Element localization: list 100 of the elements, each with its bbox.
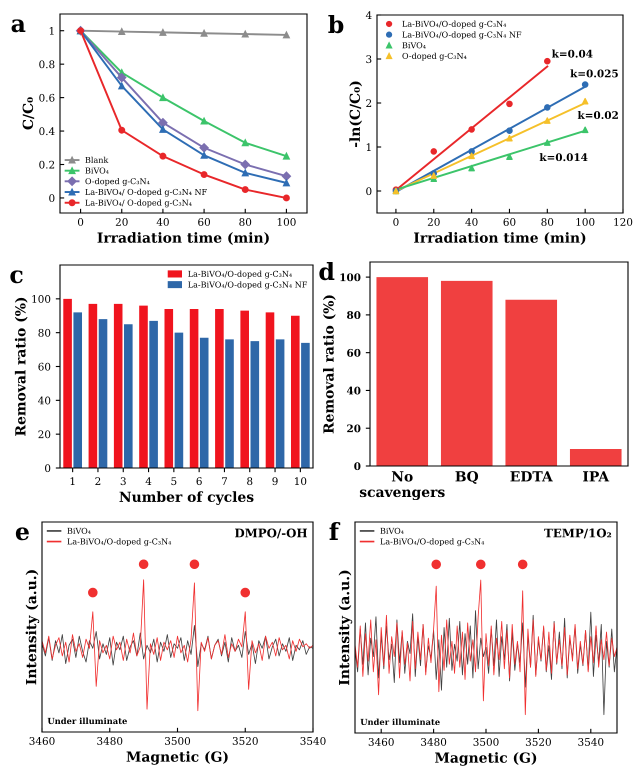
- x-tick-label: IPA: [583, 471, 610, 482]
- y-tick-label: 0.2: [39, 160, 54, 169]
- x-tick-label: 100: [576, 218, 594, 226]
- x-tick-label: 20: [428, 218, 440, 226]
- chart-title: e: [16, 527, 29, 540]
- x-tick-label: 3540: [578, 738, 604, 746]
- y-axis-title: Intensity (a.u.): [338, 570, 352, 685]
- legend-label: La-BiVO₄/O-doped g-C₃N₄ NF: [402, 31, 522, 40]
- x-tick-label: 3540: [300, 737, 326, 745]
- x-tick-label: 20: [116, 218, 128, 226]
- x-tick-label: BQ: [455, 471, 478, 484]
- x-tick-label: 40: [465, 218, 478, 226]
- x-tick-label: 3500: [165, 737, 190, 745]
- legend-label: La-BiVO₄/ O-doped g-C₃N₄ NF: [85, 188, 207, 197]
- x-tick-label: 120: [614, 218, 632, 226]
- annotation: Under illuminate: [48, 718, 127, 724]
- text: ●: [431, 560, 441, 570]
- y-tick-label: 4: [366, 11, 372, 19]
- annotation: k=0.04: [552, 50, 593, 58]
- y-tick-label: 40: [38, 396, 50, 404]
- x-tick-label: EDTA: [510, 471, 553, 482]
- chart-title: f: [330, 522, 340, 540]
- x-tick-label: 3520: [232, 737, 258, 745]
- legend-label: La-BiVO₄/O-doped g-C₃N₄: [402, 20, 506, 29]
- y-tick-label: 1: [366, 143, 371, 151]
- x-tick-label: 3500: [474, 738, 499, 746]
- annotation: ●: [240, 588, 250, 598]
- x-tick-label: 100: [278, 218, 296, 226]
- y-tick-label: 20: [38, 430, 50, 438]
- legend-label: La-BiVO₄/O-doped g-C₃N₄: [188, 270, 292, 279]
- x-tick-label: 5: [171, 477, 176, 486]
- chart-title: c: [10, 270, 23, 284]
- y-tick-label: 80: [38, 328, 50, 337]
- y-axis-title: Removal ratio (%): [14, 298, 28, 436]
- y-axis-title: -ln(C/C₀): [349, 82, 362, 148]
- legend-label: O-doped g-C₃N₄: [85, 178, 150, 186]
- y-tick-label: 0.4: [39, 127, 55, 136]
- x-axis-title: Number of cycles: [120, 491, 254, 505]
- text: ●: [476, 560, 486, 570]
- x-tick-label: 6: [196, 477, 202, 486]
- x-tick-label: 80: [541, 218, 554, 226]
- x-tick-label: 3460: [30, 737, 55, 745]
- y-axis-title: Removal ratio (%): [323, 295, 336, 434]
- x-axis-title: Irradiation time (min): [98, 232, 269, 245]
- x-tick-label: 3460: [368, 738, 394, 746]
- text: ●: [518, 560, 528, 570]
- x-tick-label: 1: [70, 477, 74, 485]
- legend-label: BiVO₄: [380, 528, 404, 534]
- y-tick-label: 0: [354, 462, 360, 470]
- text: TEMP/1O₂: [544, 528, 612, 538]
- legend-label: BiVO₄: [85, 168, 109, 174]
- x-tick-label: 60: [198, 218, 210, 226]
- y-tick-label: 0: [366, 187, 372, 196]
- text: ●: [190, 559, 200, 569]
- annotation: k=0.025: [570, 69, 618, 78]
- x-tick-label: 9: [272, 477, 278, 486]
- x-axis-title: Irradiation time (min): [414, 232, 586, 245]
- x-tick-label: 0: [393, 218, 399, 226]
- legend-label: BiVO₄: [402, 42, 426, 48]
- y-tick-label: 40: [346, 386, 360, 395]
- legend-label: La-BiVO₄/O-doped g-C₃N₄ NF: [188, 281, 308, 290]
- y-tick-label: 0: [49, 194, 54, 202]
- legend-label: La-BiVO₄/O-doped g-C₃N₄: [380, 538, 484, 546]
- chart-title: d: [319, 262, 334, 280]
- x-tick-label: 80: [239, 218, 252, 226]
- y-tick-label: 60: [347, 348, 360, 357]
- annotation: ●: [88, 588, 98, 598]
- chart-title: b: [328, 15, 344, 34]
- legend-label: BiVO₄: [67, 528, 91, 534]
- y-tick-label: 1: [50, 26, 54, 35]
- x-tick-label: 8: [247, 477, 252, 486]
- x-tick-label: 7: [222, 477, 228, 485]
- text: DMPO/-OH: [235, 528, 308, 538]
- x-tick-label: 3: [120, 477, 126, 486]
- y-tick-label: 0.6: [39, 94, 54, 102]
- y-tick-label: 100: [32, 295, 50, 303]
- x-axis-title: Magnetic (G): [126, 751, 228, 765]
- x-tick-label: 2: [95, 477, 100, 485]
- x-tick-label: 60: [504, 218, 516, 226]
- legend-label: La-BiVO₄/ O-doped g-C₃N₄: [85, 199, 192, 208]
- x-tick-label: 4: [146, 477, 152, 485]
- y-tick-label: 2: [366, 99, 372, 107]
- x-tick-label: 40: [156, 218, 169, 226]
- annotation: k=0.02: [578, 110, 618, 119]
- y-tick-label: 3: [366, 55, 372, 64]
- legend-label: Blank: [85, 156, 108, 163]
- x-axis-title: Magnetic (G): [435, 752, 536, 766]
- legend-label: O-doped g-C₃N₄: [402, 52, 467, 61]
- y-axis-title: C/C₀: [22, 97, 34, 130]
- y-axis-title: Intensity (a.u.): [26, 570, 40, 684]
- x-tick-label: 3520: [526, 738, 551, 746]
- y-tick-label: 0.8: [39, 60, 54, 68]
- legend-label: La-BiVO₄/O-doped g-C₃N₄: [67, 538, 172, 546]
- y-tick-label: 20: [347, 424, 360, 432]
- x-tick-label: 0: [78, 218, 84, 226]
- y-tick-label: 100: [340, 273, 360, 282]
- annotation: Under illuminate: [360, 718, 440, 726]
- text: ●: [138, 559, 148, 569]
- x-tick-label: 10: [294, 477, 306, 486]
- x-tick-label: 3480: [97, 737, 122, 745]
